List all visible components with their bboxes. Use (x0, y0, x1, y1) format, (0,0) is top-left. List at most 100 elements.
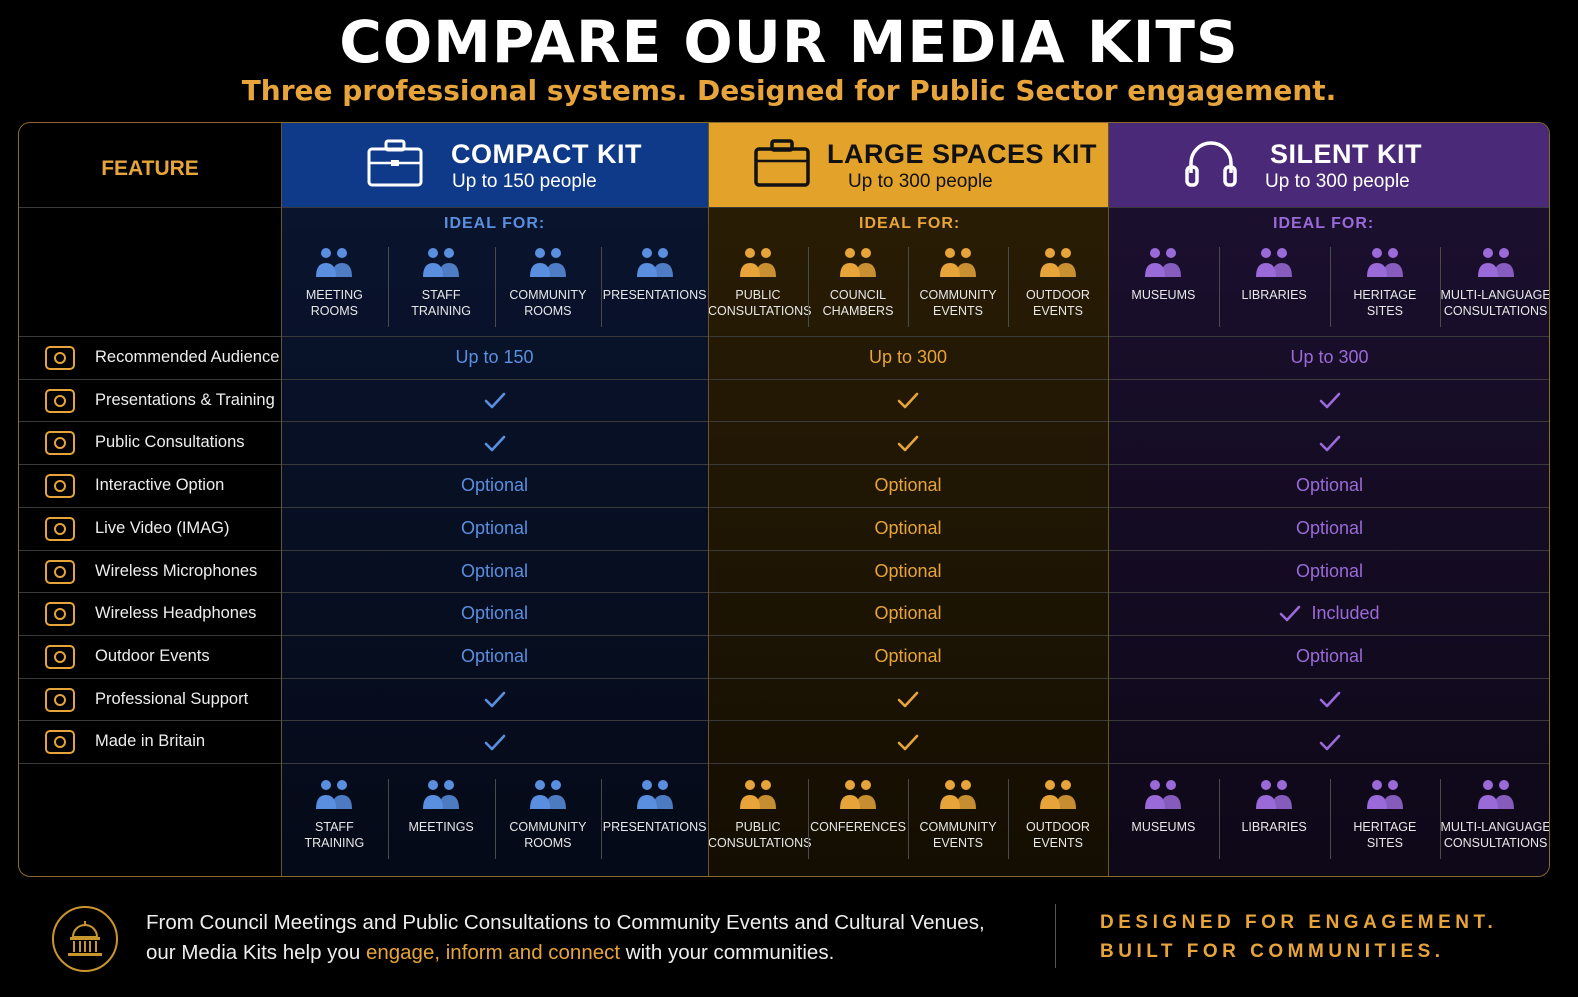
use-case-icon (423, 780, 460, 809)
feature-row: Wireless Headphones Optional Optional Incl… (19, 592, 1549, 635)
bottom-use-case-tile: MUSEUMS (1108, 775, 1219, 835)
check-icon (897, 734, 919, 750)
tile-label: COMMUNITY (919, 820, 997, 834)
tile-label: COMMUNITY (509, 288, 587, 302)
ideal-for-tile: COMMUNITY EVENTS (908, 243, 1008, 319)
use-case-icon (840, 248, 876, 277)
feature-label: Wireless Headphones (95, 604, 257, 623)
feature-label: Presentations & Training (95, 390, 275, 409)
check-icon (484, 392, 505, 409)
feature-value (281, 379, 708, 422)
council-building-icon (52, 906, 118, 972)
feature-value: Optional (460, 645, 529, 666)
bottom-use-case-tile: PRESENTATIONS (601, 775, 708, 835)
use-case-icon (316, 248, 353, 277)
ideal-for-tile: COUNCIL CHAMBERS (808, 243, 908, 319)
tile-divider (1218, 247, 1220, 327)
tile-label: PRESENTATIONS (602, 288, 707, 302)
compact-kit-capacity: Up to 150 people (452, 171, 597, 192)
feature-value (708, 678, 1108, 721)
headset-icon (43, 686, 77, 714)
tile-label: ROOMS (524, 304, 572, 318)
feature-value (281, 421, 708, 464)
tile-divider (494, 247, 496, 327)
use-case-icon (1256, 780, 1293, 809)
included-label: Included (1311, 603, 1380, 624)
union-flag-icon (43, 728, 77, 756)
feature-value: Optional (874, 560, 942, 581)
case-icon (754, 139, 810, 187)
tile-label: ROOMS (310, 304, 358, 318)
tile-label: MEETINGS (408, 820, 474, 834)
feature-label: Outdoor Events (95, 646, 210, 665)
check-icon (1319, 435, 1340, 451)
tile-divider (1440, 779, 1442, 859)
use-case-icon (1366, 780, 1403, 809)
feature-value: Optional (460, 603, 529, 624)
tile-label: HERITAGE (1353, 820, 1417, 834)
check-icon (484, 435, 505, 451)
compact-ideal-for: IDEAL FOR: (444, 215, 546, 232)
feature-value: Up to 300 (1290, 347, 1369, 367)
bottom-use-case-tile: MULTI-LANGUAGE CONSULTATIONS (1440, 775, 1550, 851)
headphones-icon (43, 600, 77, 628)
compact-kit-header: COMPACT KIT Up to 150 people (281, 123, 708, 207)
feature-row: Outdoor Events Optional Optional Optional (19, 634, 1549, 678)
feature-label: Interactive Option (95, 476, 225, 495)
use-case-icon (740, 248, 776, 277)
tile-divider (1008, 779, 1009, 859)
consultation-icon (43, 429, 77, 457)
feature-value (1108, 720, 1549, 763)
feature-row: Wireless Microphones Optional Optional Opti… (19, 549, 1549, 593)
check-icon (1319, 734, 1340, 750)
tile-label: STAFF (421, 288, 461, 302)
ideal-for-tile: HERITAGE SITES (1330, 243, 1441, 319)
feature-value: Optional (874, 645, 942, 666)
people-icon (43, 344, 77, 372)
tile-label: ROOMS (524, 836, 572, 850)
feature-value (281, 720, 708, 763)
tile-label: MULTI-LANGUAGE (1440, 820, 1550, 834)
use-case-icon (1477, 780, 1514, 809)
tile-label: MULTI-LANGUAGE (1440, 288, 1550, 302)
feature-row: Professional Support (19, 677, 1549, 721)
video-camera-icon (43, 515, 77, 543)
large-spaces-kit-capacity: Up to 300 people (848, 171, 993, 192)
tile-label: TRAINING (411, 304, 471, 318)
headphones-icon (1185, 141, 1237, 187)
check-icon (1319, 392, 1340, 409)
row-divider (19, 378, 1549, 380)
feature-value: Optional (1295, 517, 1364, 538)
tile-divider (1008, 247, 1009, 327)
footer-line-2: our Media Kits help you engage, inform a… (146, 938, 985, 968)
feature-value (708, 379, 1108, 422)
tile-label: LIBRARIES (1241, 820, 1307, 834)
row-divider (19, 464, 1549, 466)
tile-divider (808, 779, 809, 859)
feature-row: Live Video (IMAG) Optional Optional Optiona… (19, 506, 1549, 550)
tile-label: PRESENTATIONS (602, 820, 707, 834)
use-case-icon (529, 248, 566, 277)
row-divider (19, 592, 1549, 594)
tile-label: CONSULTATIONS (1443, 836, 1548, 850)
feature-header: FEATURE (101, 157, 199, 180)
ideal-for-tile: STAFF TRAINING (388, 243, 495, 319)
row-divider (19, 634, 1549, 636)
tile-divider (1329, 247, 1331, 327)
use-case-icon (1477, 248, 1514, 277)
use-case-icon (316, 780, 353, 809)
bottom-use-case-tile: COMMUNITY ROOMS (495, 775, 602, 851)
feature-value: Optional (1295, 645, 1364, 666)
tile-label: PUBLIC (735, 288, 781, 302)
tile-divider (387, 247, 389, 327)
tile-label: EVENTS (1032, 836, 1083, 850)
use-case-icon (1040, 248, 1076, 277)
tile-label: CONSULTATIONS (708, 836, 812, 850)
ideal-for-tile: MUSEUMS (1108, 243, 1219, 303)
feature-value (708, 720, 1108, 763)
feature-value: Included (1108, 592, 1549, 635)
silent-kit-capacity: Up to 300 people (1265, 171, 1410, 192)
feature-value: Optional (874, 517, 942, 538)
feature-row: Made in Britain (19, 720, 1549, 763)
bottom-use-case-tile: STAFF TRAINING (281, 775, 388, 851)
